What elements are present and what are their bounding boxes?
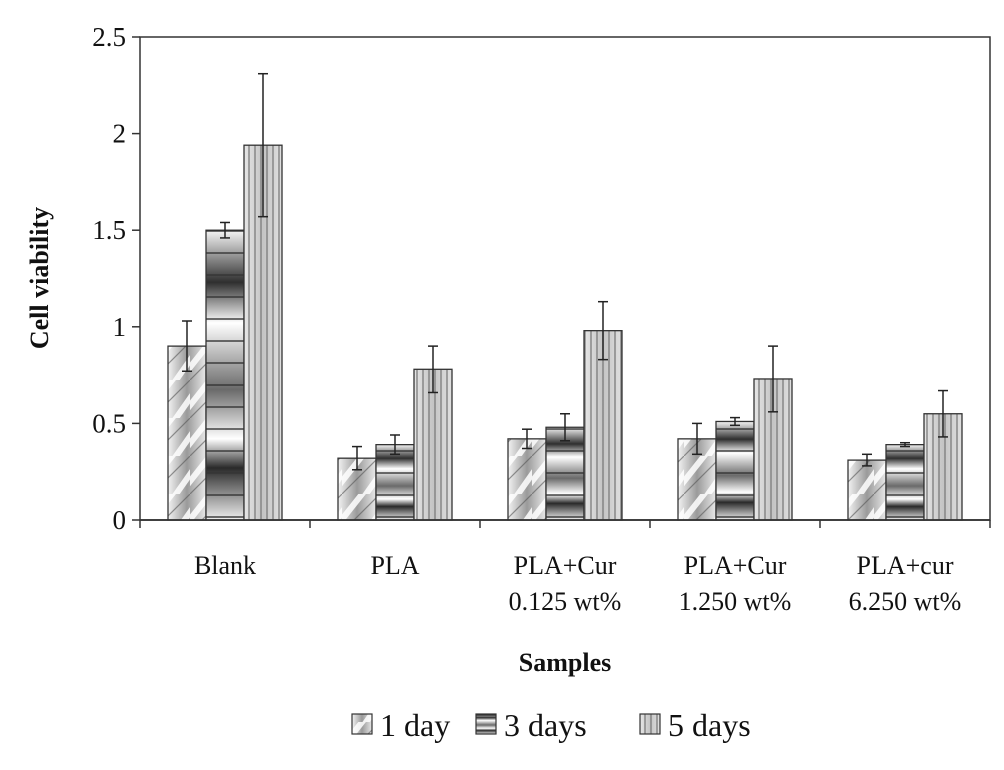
bar-pattern	[508, 438, 546, 520]
bar-vertical	[923, 389, 963, 521]
y-tick-label: 2.5	[92, 22, 126, 52]
x-tick-label: PLA+Cur	[514, 551, 617, 580]
x-tick-label: Blank	[194, 551, 256, 580]
bar-horizontal	[885, 441, 925, 521]
bar-diagonal	[167, 320, 207, 521]
legend-swatch-outline	[351, 713, 373, 735]
legend-swatch-pattern	[640, 714, 660, 734]
bar-pattern	[716, 421, 754, 520]
bar-horizontal	[205, 221, 245, 521]
bar-diagonal	[677, 422, 717, 521]
x-tick-label-line2: 1.250 wt%	[679, 587, 792, 616]
bar-pattern	[206, 230, 244, 520]
legend-label: 1 day	[380, 707, 450, 743]
legend-label: 5 days	[668, 707, 751, 743]
bar-diagonal	[507, 428, 547, 521]
bar-horizontal	[375, 434, 415, 521]
bar-diagonal	[337, 445, 377, 521]
x-tick-label: PLA+Cur	[684, 551, 787, 580]
x-tick-label-line2: 0.125 wt%	[509, 587, 622, 616]
bar-pattern	[376, 444, 414, 520]
y-tick-label: 0	[113, 505, 127, 535]
bar-vertical	[243, 72, 283, 521]
legend-item: 3 days	[475, 707, 587, 743]
legend-label: 3 days	[504, 707, 587, 743]
x-tick-label: PLA+cur	[857, 551, 954, 580]
bar-vertical	[583, 300, 623, 521]
y-axis: 0 0.5 1 1.5 2 2.5	[92, 22, 140, 535]
x-axis-title: Samples	[519, 648, 611, 677]
legend-swatch-outline	[475, 713, 497, 735]
legend-item: 1 day	[351, 707, 450, 743]
bar-horizontal	[545, 412, 585, 521]
bar-pattern	[584, 330, 622, 520]
legend-swatch-outline	[639, 713, 661, 735]
x-axis: Blank PLA PLA+Cur 0.125 wt% PLA+Cur 1.250 wt%…	[139, 519, 991, 616]
bar-pattern	[168, 346, 206, 520]
y-tick-label: 1.5	[92, 215, 126, 245]
bar-pattern	[886, 444, 924, 520]
bars	[167, 72, 963, 521]
bar-horizontal	[715, 416, 755, 521]
bar-pattern	[546, 427, 584, 520]
x-tick-label: PLA	[370, 551, 419, 580]
legend: 1 day 3 days 5 days	[351, 707, 751, 743]
y-tick-label: 1	[113, 312, 127, 342]
bar-diagonal	[847, 453, 887, 521]
legend-swatch-pattern	[476, 714, 496, 734]
legend-item: 5 days	[639, 707, 751, 743]
legend-swatch-pattern	[352, 714, 372, 734]
bar-vertical	[753, 345, 793, 521]
bar-pattern	[414, 369, 452, 520]
x-tick-label-line2: 6.250 wt%	[849, 587, 962, 616]
bar-pattern	[848, 460, 886, 520]
y-tick-label: 2	[113, 119, 127, 149]
y-tick-label: 0.5	[92, 408, 126, 438]
y-axis-title: Cell viability	[25, 207, 54, 349]
bar-vertical	[413, 345, 453, 521]
